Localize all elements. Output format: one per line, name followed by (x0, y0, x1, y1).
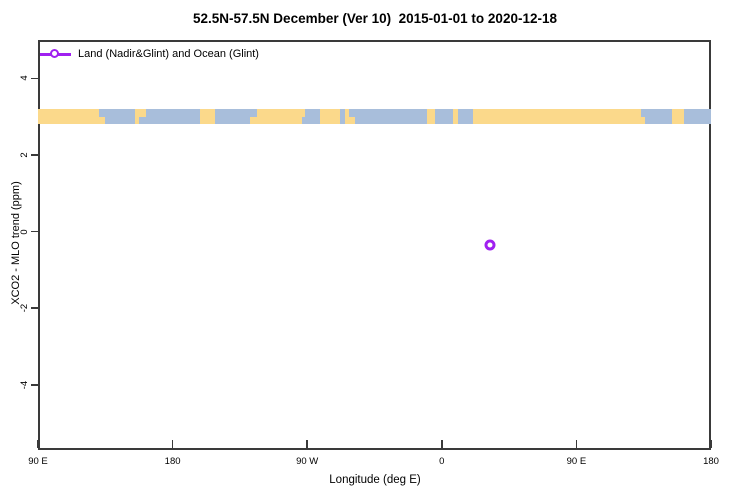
x-tick-mark (171, 440, 174, 448)
y-tick-label: 2 (19, 152, 30, 158)
coastline-speck (138, 116, 146, 125)
ocean-segment (105, 109, 135, 125)
ocean-segment (214, 109, 250, 125)
coastline-speck (206, 116, 212, 125)
land-island-segment (672, 109, 684, 125)
coastline-speck (301, 116, 305, 125)
x-tick-mark (37, 440, 39, 448)
y-tick-mark (31, 230, 38, 233)
x-tick-label: 180 (703, 456, 719, 467)
x-tick-label: 90 E (566, 456, 587, 467)
ocean-segment (645, 109, 673, 125)
x-tick-mark (710, 440, 712, 448)
y-tick-mark (31, 154, 38, 156)
ocean-segment (304, 109, 320, 125)
x-tick-label: 180 (164, 456, 181, 467)
y-tick-label: 4 (19, 75, 30, 81)
legend-circle-marker-icon (50, 49, 59, 58)
coastline-speck (348, 109, 355, 117)
ocean-segment (340, 109, 345, 125)
coastline-speck (249, 109, 258, 117)
chart-title: 52.5N-57.5N December (Ver 10) 2015-01-01… (193, 11, 557, 26)
x-tick-mark (441, 440, 443, 448)
x-tick-label: 0 (439, 456, 445, 467)
y-tick-mark (31, 77, 38, 80)
ocean-segment (146, 109, 200, 125)
x-tick-mark (575, 440, 578, 448)
y-tick-label: 0 (19, 228, 30, 235)
x-axis-label: Longitude (deg E) (329, 474, 421, 486)
ocean-segment (684, 109, 711, 125)
data-point-marker (484, 239, 496, 251)
y-tick-mark (31, 384, 38, 386)
y-tick-mark (31, 307, 38, 309)
ocean-segment (354, 109, 473, 125)
legend-label: Land (Nadir&Glint) and Ocean (Glint) (78, 48, 259, 60)
x-tick-mark (306, 440, 308, 448)
x-tick-label: 90 W (296, 456, 319, 467)
y-tick-label: -4 (19, 380, 30, 390)
y-tick-label: -2 (19, 304, 30, 313)
plot-area (38, 40, 711, 450)
land-island-segment (453, 109, 458, 125)
coastline-speck (641, 109, 646, 117)
land-island-segment (426, 109, 436, 125)
x-tick-label: 90 E (28, 456, 48, 467)
coastline-speck (98, 109, 106, 117)
land-ocean-map-strip (38, 109, 711, 125)
